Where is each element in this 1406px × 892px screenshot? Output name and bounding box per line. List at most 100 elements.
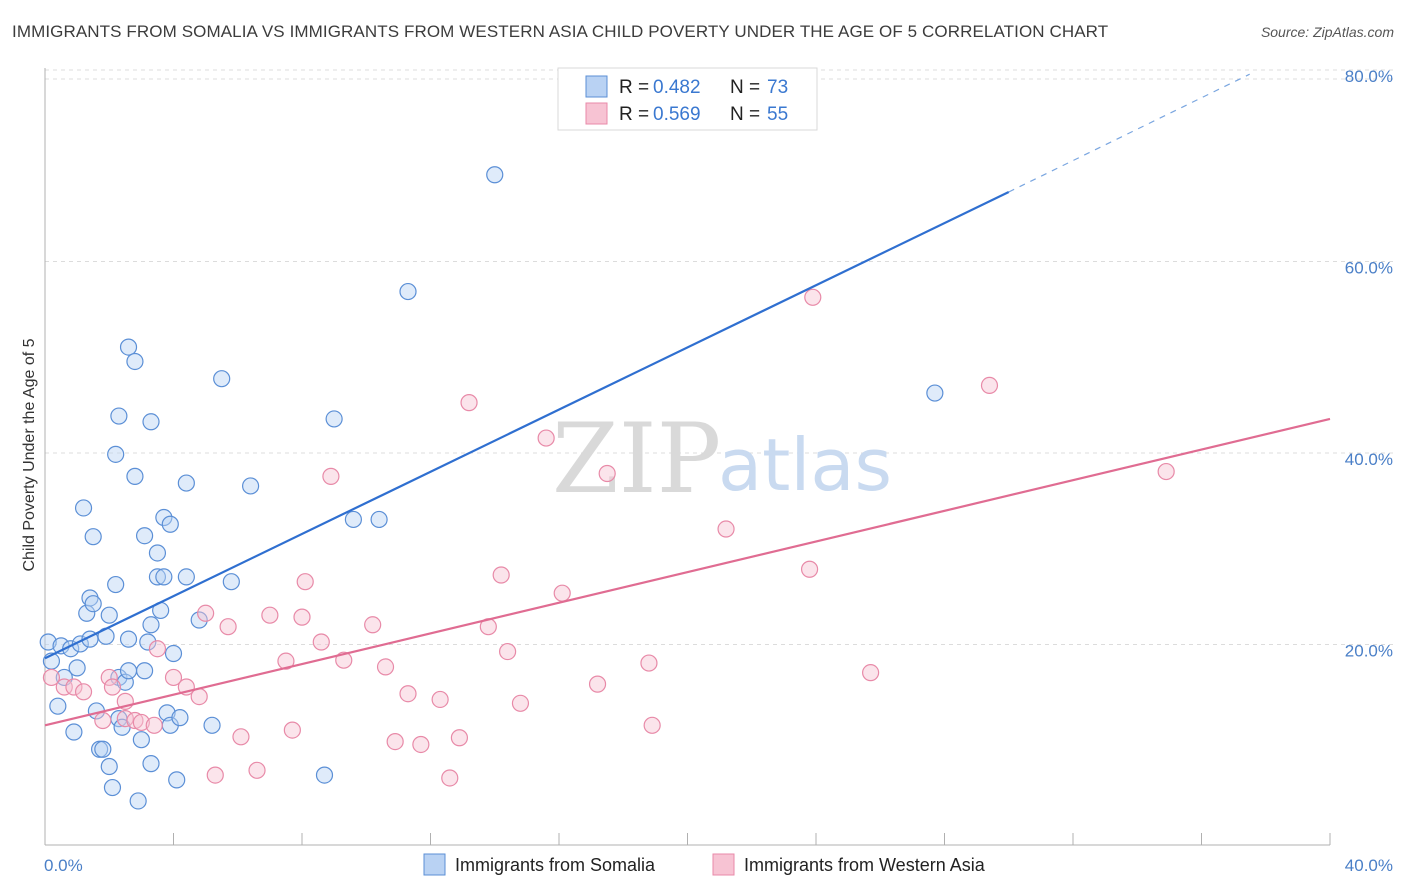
- tick-labels: 20.0% 40.0% 60.0% 80.0% 0.0% 40.0%: [44, 67, 1393, 875]
- chart-title: IMMIGRANTS FROM SOMALIA VS IMMIGRANTS FR…: [12, 22, 1109, 41]
- data-point: [139, 633, 157, 651]
- data-point: [800, 560, 819, 578]
- x-tick-label: 0.0%: [44, 856, 83, 875]
- data-point: [132, 731, 150, 749]
- data-point: [431, 690, 449, 709]
- data-point: [164, 644, 183, 663]
- data-point: [126, 711, 144, 730]
- data-point: [100, 668, 118, 687]
- data-point: [135, 662, 154, 680]
- data-point: [980, 376, 999, 394]
- data-point: [370, 510, 388, 529]
- data-point: [206, 766, 224, 784]
- data-point: [283, 721, 301, 739]
- data-point: [129, 792, 147, 810]
- y-tick-label: 80.0%: [1345, 67, 1393, 86]
- gridlines: [45, 69, 1393, 645]
- source-credit: Source: ZipAtlas.com: [1260, 24, 1394, 40]
- data-point: [132, 713, 150, 732]
- data-point: [171, 709, 189, 727]
- data-point: [277, 652, 295, 670]
- data-point: [248, 761, 266, 779]
- data-point: [492, 566, 510, 584]
- data-point: [65, 723, 83, 741]
- data-point: [441, 769, 459, 787]
- data-point: [177, 474, 195, 492]
- data-point: [232, 728, 250, 746]
- legend-n-label-somalia: N =: [730, 77, 760, 98]
- y-axis-label: Child Poverty Under the Age of 5: [21, 338, 38, 571]
- bottom-legend-label-somalia: Immigrants from Somalia: [455, 855, 656, 875]
- data-point: [804, 288, 822, 306]
- trend-line-somalia-extension: [1008, 73, 1250, 193]
- data-point: [296, 573, 314, 591]
- data-point: [412, 735, 430, 754]
- data-point: [74, 683, 93, 701]
- legend-r-value-somalia: 0.482: [653, 77, 701, 98]
- data-point: [65, 678, 83, 696]
- data-point: [862, 664, 880, 682]
- data-point: [335, 651, 353, 669]
- data-point: [100, 606, 118, 624]
- data-point: [717, 520, 735, 538]
- data-point: [155, 568, 173, 586]
- legend-swatch-western-asia: [585, 102, 608, 125]
- data-point: [222, 573, 240, 591]
- data-point: [486, 166, 504, 184]
- legend-r-value-western-asia: 0.569: [653, 104, 701, 125]
- legend-swatch-somalia: [585, 75, 608, 98]
- data-point: [135, 527, 154, 545]
- data-point: [155, 508, 173, 527]
- data-point: [499, 642, 517, 661]
- data-point: [460, 394, 478, 412]
- y-tick-label: 20.0%: [1345, 642, 1393, 661]
- data-point: [94, 740, 112, 758]
- data-point: [386, 732, 404, 751]
- data-point: [399, 282, 417, 301]
- data-point: [68, 659, 86, 677]
- data-point: [74, 499, 93, 517]
- axes: [44, 68, 1331, 846]
- trend-line-somalia: [44, 190, 1010, 660]
- data-point: [197, 604, 215, 622]
- data-point: [126, 352, 144, 371]
- data-point: [537, 429, 555, 447]
- data-point: [213, 370, 231, 388]
- data-point: [168, 771, 186, 789]
- bottom-legend-swatch-somalia: [423, 853, 446, 876]
- data-point: [315, 766, 334, 784]
- data-point: [107, 575, 125, 594]
- legend-r-label-somalia: R =: [619, 77, 649, 98]
- data-point: [126, 467, 144, 485]
- legend-r-label-western-asia: R =: [619, 104, 649, 125]
- data-point: [177, 568, 195, 586]
- legend-n-value-somalia: 73: [767, 77, 788, 98]
- bottom-legend-label-western-asia: Immigrants from Western Asia: [744, 855, 986, 875]
- data-point: [164, 668, 183, 687]
- watermark: ZIP atlas: [552, 403, 892, 515]
- data-point: [110, 407, 128, 425]
- data-point: [161, 515, 179, 533]
- data-point: [142, 616, 160, 634]
- data-point: [100, 757, 118, 776]
- data-point: [119, 662, 138, 680]
- legend: R = 0.482 N = 73 R = 0.569 N = 55: [557, 67, 818, 131]
- data-point: [640, 654, 658, 672]
- data-point: [142, 755, 160, 773]
- data-point: [643, 716, 661, 734]
- data-point: [926, 384, 944, 402]
- data-point: [450, 729, 469, 747]
- data-point: [84, 595, 102, 613]
- legend-n-value-western-asia: 55: [767, 104, 788, 125]
- data-point: [94, 711, 112, 730]
- data-point: [84, 528, 102, 546]
- data-point: [203, 716, 221, 734]
- data-point: [376, 658, 395, 676]
- data-point: [293, 608, 311, 626]
- data-point: [107, 445, 125, 463]
- bottom-legend-swatch-western-asia: [712, 853, 735, 876]
- data-point: [1157, 462, 1175, 481]
- data-point: [364, 616, 382, 634]
- data-point: [39, 633, 57, 651]
